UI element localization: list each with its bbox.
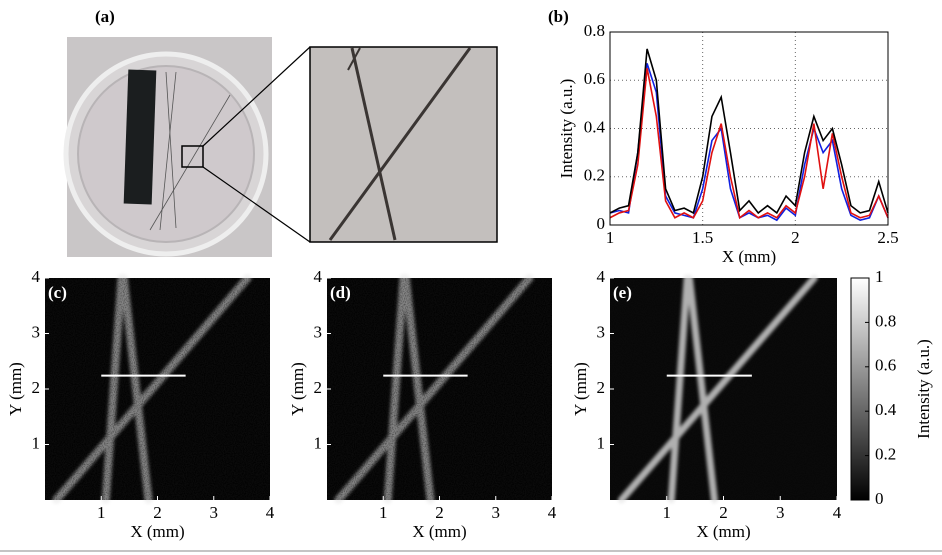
y-tick-label: 1 [32, 433, 41, 452]
zoom-line [202, 166, 311, 243]
image-noise [45, 278, 270, 500]
y-tick-label: 4 [597, 267, 606, 286]
dish-inner [77, 65, 255, 243]
colorbar-label: Intensity (a.u.) [914, 339, 933, 439]
x-tick-label: 3 [492, 503, 501, 522]
zoom-box [181, 145, 204, 168]
image-noise [327, 278, 552, 500]
colorbar-tick-label: 1 [875, 267, 884, 286]
x-axis-label: X (mm) [412, 522, 466, 541]
y-tick-label: 2 [314, 378, 323, 397]
y-tick-label: 3 [597, 322, 606, 341]
x-tick-label: 1 [606, 228, 615, 247]
y-tick-label: 4 [314, 267, 323, 286]
x-axis-label: X (mm) [130, 522, 184, 541]
x-tick-label: 3 [776, 503, 785, 522]
x-tick-label: 3 [210, 503, 219, 522]
y-tick-label: 4 [32, 267, 41, 286]
zoom-image [309, 46, 498, 243]
x-tick-label: 1 [379, 503, 388, 522]
panel-label: (e) [613, 283, 632, 302]
fiber [685, 274, 718, 504]
panel-label: (b) [548, 7, 569, 26]
panel-label: (a) [95, 7, 115, 26]
y-axis-label: Intensity (a.u.) [557, 79, 576, 179]
y-tick-label: 1 [314, 433, 323, 452]
y-tick-label: 1 [597, 433, 606, 452]
plot-frame [609, 31, 889, 226]
y-axis-label: Y (mm) [571, 362, 590, 416]
y-tick-label: 0.4 [584, 117, 606, 136]
x-tick-label: 4 [548, 503, 557, 522]
colorbar-tick-label: 0.8 [875, 311, 896, 330]
colorbar-tick-label: 0.6 [875, 356, 896, 375]
x-tick-label: 2 [435, 503, 444, 522]
y-tick-label: 3 [32, 322, 41, 341]
x-tick-label: 1 [97, 503, 106, 522]
fiber-traces [617, 274, 818, 504]
x-tick-label: 2 [719, 503, 728, 522]
colorbar-tick-label: 0 [875, 489, 884, 508]
line-series [609, 63, 889, 222]
y-tick-label: 2 [32, 378, 41, 397]
fiber [617, 274, 818, 504]
x-tick-label: 4 [833, 503, 842, 522]
y-axis-label: Y (mm) [288, 362, 307, 416]
x-tick-label: 1.5 [692, 228, 713, 247]
panel-label: (d) [330, 283, 351, 302]
zoom-line [202, 46, 311, 147]
plot-area [610, 32, 888, 225]
x-axis-label: X (mm) [722, 247, 776, 266]
y-axis-label: Y (mm) [6, 362, 25, 416]
black-bar [123, 69, 157, 205]
panel-label: (c) [48, 283, 67, 302]
colorbar [850, 277, 870, 501]
photo-panel: (a) [63, 7, 498, 257]
y-tick-label: 0 [597, 214, 606, 233]
fibers [149, 71, 231, 231]
line-series [609, 48, 889, 215]
colorbar-tick-label: 0.2 [875, 445, 896, 464]
x-tick-label: 2 [791, 228, 800, 247]
x-axis-label: X (mm) [696, 522, 750, 541]
x-tick-label: 4 [266, 503, 275, 522]
y-tick-label: 3 [314, 322, 323, 341]
colorbar-tick-label: 0.4 [875, 400, 897, 419]
x-tick-label: 2.5 [877, 228, 898, 247]
zoom-fibers [328, 47, 472, 241]
x-tick-label: 1 [663, 503, 672, 522]
fiber [667, 274, 691, 504]
y-tick-label: 0.6 [584, 69, 605, 88]
y-tick-label: 2 [597, 378, 606, 397]
image-noise [610, 278, 837, 500]
line-series [609, 68, 889, 220]
y-tick-label: 0.2 [584, 166, 605, 185]
y-tick-label: 0.8 [584, 21, 605, 40]
x-tick-label: 2 [153, 503, 162, 522]
